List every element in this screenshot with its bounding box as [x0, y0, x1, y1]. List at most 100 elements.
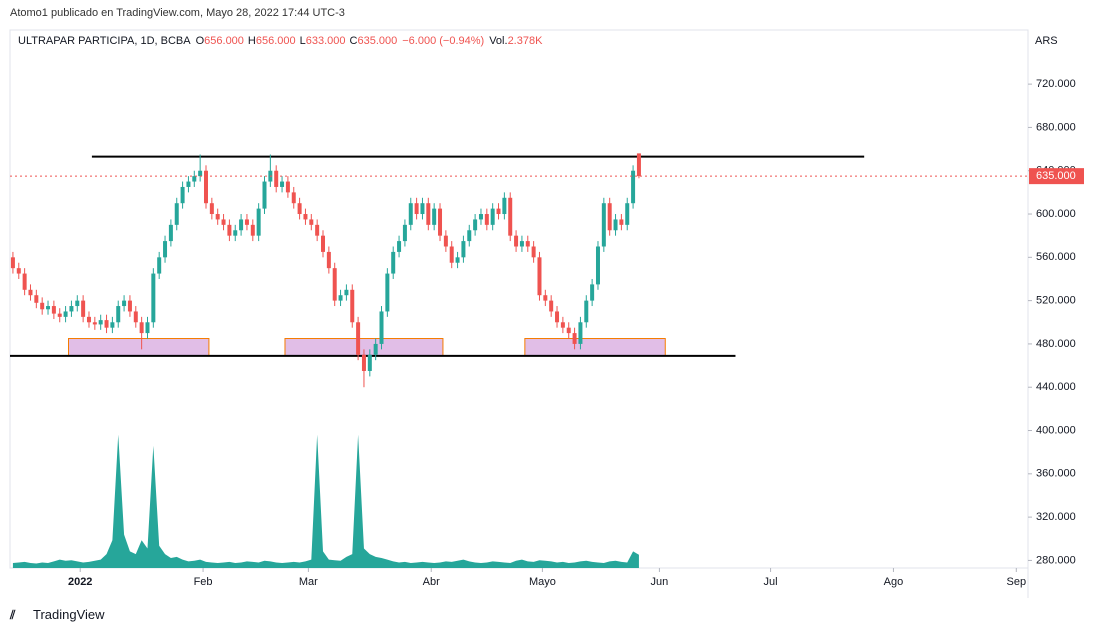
candle-body — [274, 170, 279, 187]
candle-body — [490, 208, 495, 225]
candle-body — [613, 219, 618, 231]
y-tick-label: 480.000 — [1036, 338, 1076, 350]
candle-body — [98, 320, 103, 325]
candle-body — [625, 203, 630, 225]
y-tick-label: 520.000 — [1036, 295, 1076, 307]
y-tick-label: 320.000 — [1036, 511, 1076, 523]
ohlc-value: 656.000 — [204, 35, 244, 47]
brand: TradingView — [33, 607, 105, 622]
candle-body — [414, 203, 419, 215]
candle-body — [332, 268, 337, 301]
candle-body — [256, 208, 261, 236]
candle-body — [356, 322, 361, 355]
overlay: 635.000 — [10, 168, 1084, 185]
volume-field: Vol.2.378K — [489, 35, 542, 47]
candle-body — [572, 333, 577, 344]
logo-icon: ⫽ — [10, 608, 16, 622]
ohlc-field: L633.000 — [300, 35, 346, 47]
plot-frame — [9, 29, 1029, 569]
candle-body — [157, 257, 162, 274]
zone — [68, 338, 210, 357]
candle-body — [57, 313, 62, 317]
candle-body — [168, 224, 173, 242]
ohlc-value: 635.000 — [357, 35, 398, 47]
candle-body — [385, 273, 390, 312]
candle-body — [291, 192, 296, 204]
x-tick-label: Mar — [299, 576, 318, 588]
candle-body — [408, 203, 413, 225]
candle-body — [508, 197, 513, 236]
candle-body — [297, 203, 302, 215]
candle-body — [555, 311, 560, 323]
candle-body — [350, 289, 355, 323]
candle-body — [367, 354, 372, 371]
candle-body — [174, 203, 179, 225]
candle-body — [397, 241, 402, 252]
legend: ULTRAPAR PARTICIPA, 1D, BCBA O656.000 H65… — [18, 35, 542, 47]
symbol: ULTRAPAR PARTICIPA, 1D, BCBA — [18, 35, 191, 47]
y-tick-label: 680.000 — [1036, 121, 1076, 133]
candle-body — [449, 246, 454, 263]
candle-body — [438, 208, 443, 236]
candle-body — [203, 170, 208, 204]
last-price-box — [1029, 168, 1084, 185]
candle-body — [215, 214, 220, 220]
volume-value: 2.378K — [507, 35, 543, 47]
candle-body — [10, 257, 15, 269]
candle-body — [607, 203, 612, 231]
zone — [524, 338, 666, 357]
candle-body — [584, 300, 589, 323]
candle-body — [601, 203, 606, 247]
candle-body — [221, 219, 226, 225]
volume-area — [12, 434, 639, 568]
ohlc-field: C635.000 — [350, 35, 398, 47]
candle-body — [250, 224, 255, 236]
candle-body — [262, 181, 267, 209]
candle-body — [280, 181, 285, 187]
candle-body — [110, 322, 115, 328]
candle-body — [619, 219, 624, 225]
y-tick-label: 720.000 — [1036, 78, 1076, 90]
candle-body — [315, 224, 320, 236]
ohlc-field: O656.000 — [196, 35, 244, 47]
ohlc-field: H656.000 — [248, 35, 296, 47]
candle-body — [402, 224, 407, 242]
candle-body — [426, 203, 431, 225]
candle-body — [139, 322, 144, 334]
candle-body — [227, 224, 232, 236]
candle-body — [514, 235, 519, 247]
candle-body — [432, 208, 437, 225]
candle-body — [420, 203, 425, 215]
candle-body — [326, 251, 331, 269]
candle-body — [81, 300, 86, 317]
candle-body — [484, 214, 489, 225]
last-price-label: 635.000 — [1036, 170, 1076, 182]
candle-body — [525, 241, 530, 247]
candle-body — [496, 208, 501, 215]
candle-body — [239, 219, 244, 231]
y-tick-label: 560.000 — [1036, 251, 1076, 263]
candle-body — [51, 306, 56, 314]
candle-body — [46, 306, 51, 310]
candle-body — [443, 235, 448, 247]
candle-body — [145, 322, 150, 334]
candle-body — [127, 300, 132, 312]
candle-body — [543, 295, 548, 301]
volume-pane — [12, 434, 639, 568]
candle-body — [455, 257, 460, 263]
x-tick-label: Mayo — [529, 576, 556, 588]
ohlc-value: 656.000 — [255, 35, 296, 47]
candle-body — [636, 153, 641, 177]
y-tick-label: 360.000 — [1036, 468, 1076, 480]
candle-body — [595, 246, 600, 285]
y-tick-label: 280.000 — [1036, 554, 1076, 566]
candle-body — [578, 322, 583, 344]
candle-body — [344, 289, 349, 296]
ohlc-key: L — [299, 35, 306, 47]
candle-body — [75, 300, 80, 307]
candle-body — [28, 289, 33, 296]
candle-body — [391, 251, 396, 274]
candle-body — [303, 214, 308, 220]
candle-body — [244, 219, 249, 225]
